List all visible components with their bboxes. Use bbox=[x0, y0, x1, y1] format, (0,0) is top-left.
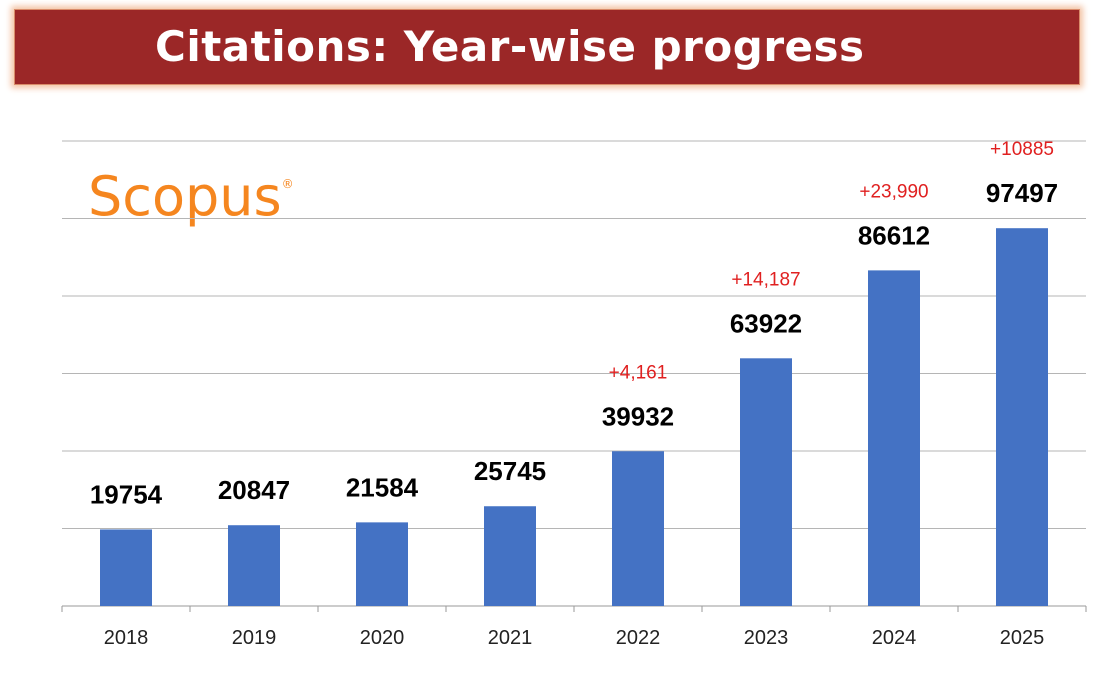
registered-mark: ® bbox=[281, 177, 294, 191]
scopus-logo: Scopus® bbox=[88, 165, 294, 228]
x-tick-label-2024: 2024 bbox=[872, 627, 917, 649]
x-tick-label-2023: 2023 bbox=[744, 627, 789, 649]
scopus-logo-text: Scopus bbox=[88, 165, 282, 228]
chart-title: Citations: Year-wise progress bbox=[155, 22, 865, 71]
increment-label-2022: +4,161 bbox=[609, 362, 668, 383]
bar-2024 bbox=[868, 270, 920, 606]
x-tick-label-2019: 2019 bbox=[232, 627, 277, 649]
bar-2025 bbox=[996, 228, 1048, 606]
data-label-2019: 20847 bbox=[218, 475, 290, 505]
bar-2021 bbox=[484, 506, 536, 606]
title-banner: Citations: Year-wise progress bbox=[14, 9, 1080, 85]
increment-label-2024: +23,990 bbox=[859, 181, 928, 202]
x-tick-label-2020: 2020 bbox=[360, 627, 405, 649]
bar-2020 bbox=[356, 522, 408, 606]
bar-2019 bbox=[228, 525, 280, 606]
data-label-2018: 19754 bbox=[90, 479, 163, 509]
bar-2023 bbox=[740, 358, 792, 606]
data-label-2020: 21584 bbox=[346, 472, 419, 502]
data-label-2021: 25745 bbox=[474, 456, 546, 486]
x-tick-label-2025: 2025 bbox=[1000, 627, 1045, 649]
bar-2018 bbox=[100, 529, 152, 606]
data-label-2023: 63922 bbox=[730, 308, 802, 338]
x-tick-label-2021: 2021 bbox=[488, 627, 533, 649]
increment-label-2025: +10885 bbox=[990, 139, 1054, 160]
data-label-2024: 86612 bbox=[858, 220, 930, 250]
bar-2022 bbox=[612, 451, 664, 606]
data-label-2022: 39932 bbox=[602, 401, 674, 431]
x-tick-label-2018: 2018 bbox=[104, 627, 149, 649]
data-label-2025: 97497 bbox=[986, 178, 1058, 208]
increment-label-2023: +14,187 bbox=[731, 269, 800, 290]
x-tick-label-2022: 2022 bbox=[616, 627, 661, 649]
